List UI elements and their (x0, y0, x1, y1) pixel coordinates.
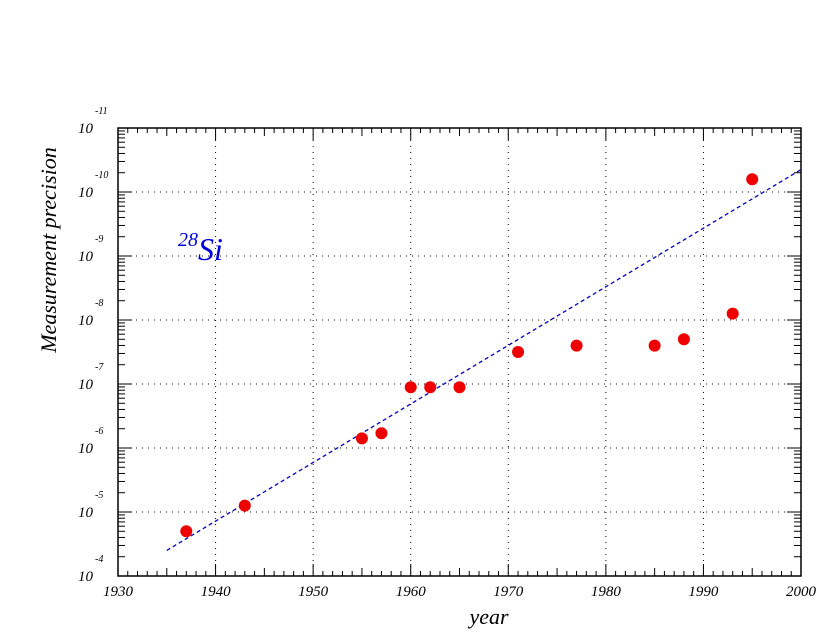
y-axis-title: Measurement precision (36, 147, 61, 354)
data-point (238, 499, 251, 512)
y-tick-label: 10 (78, 249, 94, 265)
points-layer (180, 173, 759, 538)
data-point (453, 381, 466, 394)
x-tick-label: 1940 (201, 584, 232, 600)
data-point (677, 333, 690, 346)
x-tick-labels: 1930 1940 1950 1960 1970 1980 1990 2000 (103, 584, 817, 600)
data-point (180, 525, 193, 538)
x-tick-label: 1990 (688, 584, 719, 600)
x-tick-label: 1970 (493, 584, 524, 600)
grid (118, 128, 801, 576)
x-tick-label: 2000 (786, 584, 817, 600)
x-axis-title: year (467, 604, 509, 629)
isotope-label: 28Si (178, 229, 223, 267)
x-tick-label: 1930 (103, 584, 134, 600)
fit-line-layer (166, 169, 802, 551)
y-tick-label: 10 (78, 313, 94, 329)
data-point (726, 307, 739, 320)
data-point (355, 432, 368, 445)
ticks (117, 127, 802, 577)
y-tick-label: 10 (78, 185, 94, 201)
data-point (375, 427, 388, 440)
y-tick-label: 10 (78, 569, 94, 585)
plot-frame (117, 127, 802, 577)
y-tick-exponent: -10 (95, 170, 108, 181)
y-tick-exponent: -6 (95, 426, 103, 437)
data-point (424, 381, 437, 394)
y-tick-exponent: -7 (95, 362, 104, 373)
x-tick-label: 1980 (591, 584, 622, 600)
y-tick-label: 10 (78, 377, 94, 393)
y-tick-label: 10 (78, 505, 94, 521)
isotope-symbol: Si (198, 231, 223, 267)
data-point (404, 381, 417, 394)
data-point (570, 339, 583, 352)
x-tick-label: 1950 (298, 584, 329, 600)
isotope-mass-number: 28 (178, 229, 198, 251)
x-tick-label: 1960 (396, 584, 427, 600)
y-tick-label: 10 (78, 121, 94, 137)
y-tick-exponent: -11 (95, 106, 108, 117)
data-point (512, 346, 525, 358)
y-tick-label: 10 (78, 441, 94, 457)
data-point (746, 173, 759, 186)
y-tick-exponent: -8 (95, 298, 103, 309)
trend-line (166, 169, 802, 551)
y-tick-exponent: -4 (95, 554, 103, 565)
data-point (648, 339, 661, 352)
y-tick-exponent: -9 (95, 234, 103, 245)
y-tick-exponent: -5 (95, 490, 103, 501)
